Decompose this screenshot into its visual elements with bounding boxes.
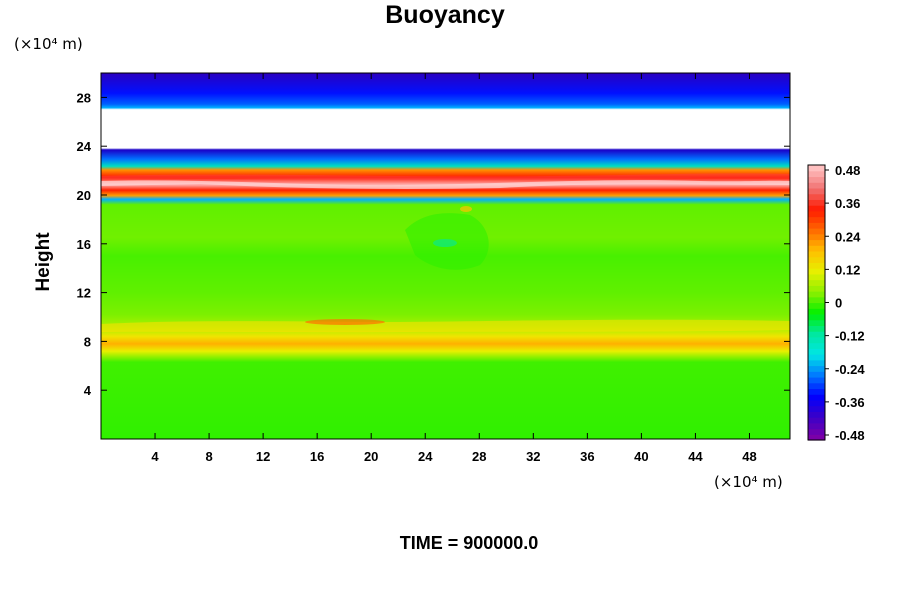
x-tick-label: 16 — [310, 449, 324, 464]
colorbar-cell — [808, 365, 825, 372]
colorbar-cell — [808, 376, 825, 384]
y-axis-label: Height — [33, 232, 54, 292]
colorbar-cell — [808, 205, 825, 212]
hot-ribbon-upper — [101, 180, 790, 189]
x-tick-label: 32 — [526, 449, 540, 464]
colorbar-cell — [808, 279, 825, 286]
colorbar-cell — [808, 222, 825, 229]
colorbar-cell — [808, 342, 825, 349]
y-axis: 4 8 12 16 20 24 28 — [77, 90, 790, 398]
colorbar-label: -0.24 — [835, 362, 865, 377]
colorbar-cell — [808, 302, 825, 309]
colorbar-cell — [808, 291, 825, 298]
colorbar-label: 0.48 — [835, 163, 860, 178]
colorbar-cell — [808, 268, 825, 275]
colorbar-cell — [808, 233, 825, 241]
y-tick-label: 24 — [77, 139, 92, 154]
colorbar-cell — [808, 428, 825, 435]
colorbar-label: 0 — [835, 296, 842, 311]
colorbar-label: 0.24 — [835, 229, 861, 244]
x-tick-label: 36 — [580, 449, 594, 464]
colorbar-cell — [808, 250, 825, 258]
colorbar-cell — [808, 325, 825, 332]
plume-core — [433, 239, 457, 247]
hot-ribbon-lower — [101, 173, 790, 181]
x-tick-label: 12 — [256, 449, 270, 464]
colorbar-cell — [808, 348, 825, 355]
colorbar-cell — [808, 176, 825, 183]
colorbar-cell — [808, 296, 825, 304]
colorbar: 0.48 0.36 0.24 0.12 0 -0.12 -0.24 -0.36 -0.48 — [807, 163, 865, 443]
colorbar-label: -0.48 — [835, 428, 865, 443]
colorbar-cell — [808, 273, 825, 281]
x-tick-label: 20 — [364, 449, 378, 464]
colorbar-cell — [808, 405, 825, 412]
colorbar-label: 0.12 — [835, 262, 860, 277]
x-tick-label: 48 — [742, 449, 756, 464]
colorbar-cell — [808, 239, 825, 246]
x-tick-label: 44 — [688, 449, 703, 464]
colorbar-cell — [808, 371, 825, 378]
y-tick-label: 28 — [77, 90, 91, 105]
y-axis-unit: (×10⁴ m) — [14, 35, 83, 53]
time-label: TIME = 900000.0 — [400, 533, 539, 553]
warm-core — [305, 319, 385, 325]
colorbar-label: 0.36 — [835, 196, 860, 211]
y-tick-label: 8 — [84, 334, 91, 349]
colorbar-cell — [808, 354, 825, 361]
colorbar-cell — [808, 193, 825, 200]
colorbar-cell — [808, 245, 825, 252]
plot-frame — [100, 72, 791, 440]
colorbar-cell — [808, 411, 825, 418]
colorbar-cell — [808, 434, 825, 441]
colorbar-cell — [808, 422, 825, 430]
x-tick-label: 4 — [151, 449, 159, 464]
colorbar-cell — [808, 313, 825, 321]
colorbar-cell — [808, 319, 825, 327]
x-tick-label: 8 — [205, 449, 212, 464]
x-tick-label: 28 — [472, 449, 486, 464]
x-axis-unit: (×10⁴ m) — [714, 473, 783, 491]
plume-top — [460, 206, 472, 212]
chart-title: Buoyancy — [385, 1, 505, 29]
colorbar-cell — [808, 170, 825, 178]
y-tick-label: 4 — [84, 383, 92, 398]
colorbar-cell — [808, 388, 825, 395]
colorbar-cell — [808, 399, 825, 407]
colorbar-cell — [808, 187, 825, 195]
colorbar-cell — [808, 262, 825, 269]
colorbar-cell — [808, 182, 825, 189]
colorbar-cell — [808, 216, 825, 223]
colorbar-cell — [808, 228, 825, 235]
colorbar-cell — [808, 165, 825, 172]
colorbar-cell — [808, 210, 825, 218]
colorbar-cell — [808, 308, 825, 315]
x-axis: 4 8 12 16 20 24 28 32 36 40 44 48 — [151, 73, 757, 464]
colorbar-cell — [808, 285, 825, 292]
y-tick-label: 20 — [77, 188, 91, 203]
colorbar-cell — [808, 256, 825, 263]
colorbar-cell — [808, 417, 825, 424]
colorbar-cell — [808, 382, 825, 390]
y-tick-label: 16 — [77, 237, 91, 252]
warm-layer — [101, 319, 790, 333]
colorbar-cell — [808, 199, 825, 206]
x-tick-label: 40 — [634, 449, 648, 464]
heatmap-plot-area — [100, 72, 791, 440]
colorbar-label: -0.12 — [835, 329, 865, 344]
x-tick-label: 24 — [418, 449, 433, 464]
colorbar-label: -0.36 — [835, 395, 865, 410]
colorbar-cell — [808, 359, 825, 367]
colorbar-cell — [808, 331, 825, 338]
y-tick-label: 12 — [77, 286, 91, 301]
colorbar-cell — [808, 394, 825, 401]
colorbar-cell — [808, 336, 825, 344]
